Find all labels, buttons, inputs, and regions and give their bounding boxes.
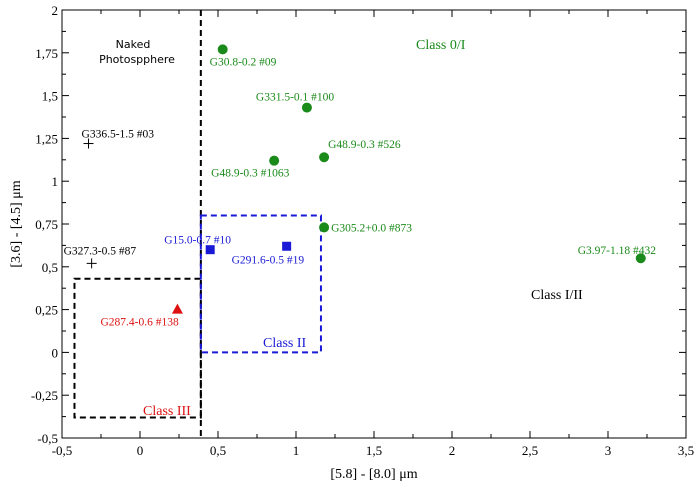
x-tick-label: -0,5: [52, 443, 73, 458]
annotation-naked-line2: Photospphere: [99, 53, 175, 66]
label-g48-9-0-3-1063: G48.9-0.3 #1063: [211, 168, 290, 180]
label-g331-5-0-1-100: G331.5-0.1 #100: [256, 92, 335, 104]
point-labels: G30.8-0.2 #09 G331.5-0.1 #100 G48.9-0.3 #5…: [64, 56, 657, 328]
y-tick-label: 2: [52, 3, 59, 18]
x-tick-label: 1,5: [366, 443, 382, 458]
annotation-class-i-ii: Class I/II: [531, 288, 583, 303]
label-g336-5-1-5-03: G336.5-1.5 #03: [82, 129, 155, 141]
annotation-class-iii: Class III: [143, 404, 191, 419]
x-tick-label: 2,5: [522, 443, 538, 458]
point-g30-8-0-2-09: [217, 44, 228, 55]
y-tick-label: 0: [52, 345, 59, 360]
y-tick-label: 1: [52, 174, 59, 189]
data-points: [83, 44, 646, 314]
point-g287-4-0-6-138: [171, 303, 183, 314]
label-g305-2-0-0-873: G305.2+0.0 #873: [331, 222, 412, 234]
x-tick-label: 2: [449, 443, 456, 458]
label-g48-9-0-3-526: G48.9-0.3 #526: [328, 139, 401, 151]
x-axis-label: [5.8] - [8.0] μm: [330, 467, 417, 482]
y-tick-label: 1,5: [42, 89, 58, 104]
x-tick-label: 1: [293, 443, 300, 458]
point-g331-5-0-1-100: [301, 102, 312, 113]
class-regions: [73, 10, 322, 438]
x-tick-label: 0,5: [210, 443, 226, 458]
y-tick-label: 1,75: [35, 46, 58, 61]
region-class-iii: [73, 277, 202, 419]
point-g15-0-0-7-10: [205, 245, 215, 255]
point-g305-2-0-0-873: [319, 222, 330, 233]
label-g15-0-0-7-10: G15.0-0.7 #10: [164, 235, 231, 247]
y-tick-label: 0,25: [35, 303, 58, 318]
y-tick-label: 1,25: [35, 131, 58, 146]
annotation-naked-line1: Naked: [116, 38, 151, 51]
label-g287-4-0-6-138: G287.4-0.6 #138: [100, 317, 179, 329]
y-tick-label: 0,5: [42, 260, 58, 275]
y-axis-label: [3.6] - [4.5] μm: [9, 180, 24, 267]
label-g3-97-1-18-432: G3.97-1.18 #432: [578, 245, 657, 257]
x-tick-label: 3: [605, 443, 612, 458]
axis-ticks: -0,5 0 0,5 1 1,5 2 2,5 3 3,5 -0,5 -0,25 0 0,25 0,5 0,7…: [31, 3, 694, 458]
annotation-class-0-i: Class 0/I: [416, 38, 466, 53]
y-tick-label: -0,25: [31, 388, 58, 403]
point-g336-5-1-5-03: [83, 138, 94, 149]
point-g48-9-0-3-1063: [269, 155, 280, 166]
y-tick-label: -0,5: [37, 431, 58, 446]
label-g291-6-0-5-19: G291.6-0.5 #19: [232, 254, 305, 266]
x-tick-label: 0: [137, 443, 144, 458]
annotation-class-ii: Class II: [263, 336, 307, 351]
x-tick-label: 3,5: [678, 443, 694, 458]
point-g327-3-0-5-87: [86, 258, 97, 269]
region-class-ii: [199, 214, 322, 354]
point-g3-97-1-18-432: [635, 253, 646, 264]
label-g327-3-0-5-87: G327.3-0.5 #87: [64, 245, 137, 257]
point-g48-9-0-3-526: [319, 152, 330, 163]
point-g291-6-0-5-19: [282, 241, 292, 251]
y-tick-label: 0,75: [35, 217, 58, 232]
label-g30-8-0-2-09: G30.8-0.2 #09: [210, 56, 277, 68]
